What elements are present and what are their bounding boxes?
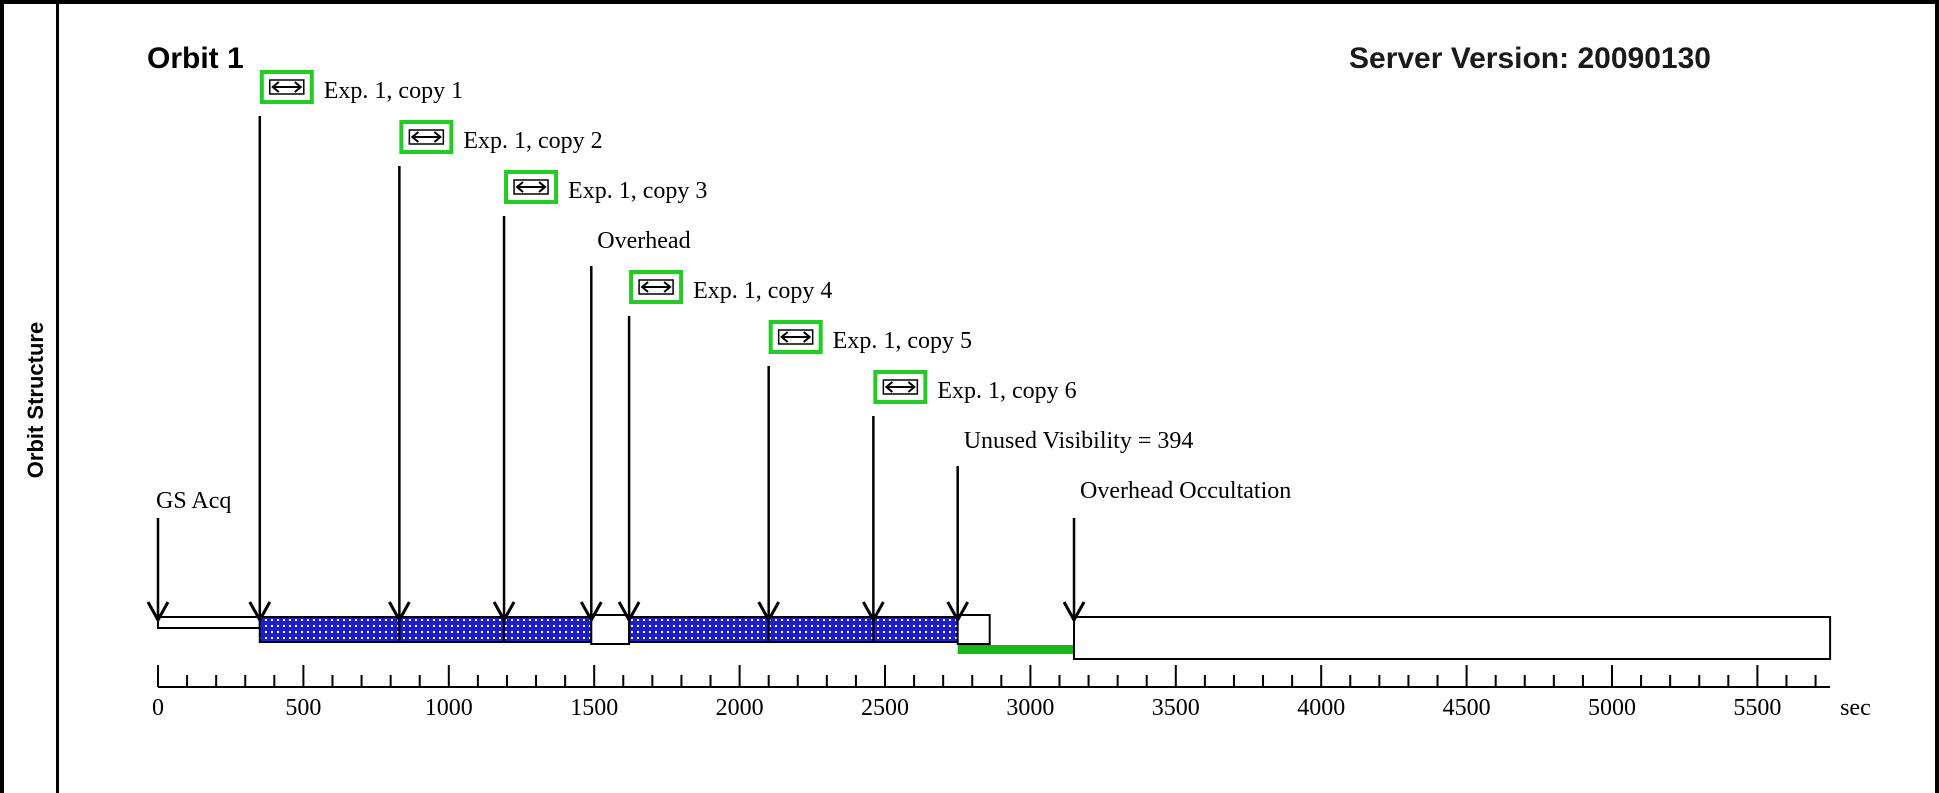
tick-label: 0 <box>152 695 164 721</box>
exposure-segment <box>504 617 591 642</box>
axis-unit-label: sec <box>1840 695 1871 721</box>
tick-label: 2500 <box>861 695 909 721</box>
exposure-segment <box>399 617 504 642</box>
event-label: GS Acq <box>156 488 231 514</box>
exposure-segment <box>769 617 874 642</box>
overhead-segment <box>958 615 990 644</box>
tick-label: 3000 <box>1006 695 1054 721</box>
tick-label: 5000 <box>1588 695 1636 721</box>
tick-label: 4500 <box>1443 695 1491 721</box>
event-label: Overhead <box>597 228 690 254</box>
time-axis: 0 500 1000 1500 2000 2500 3000 3500 4000 4500 5000… <box>152 665 1871 721</box>
occultation-segment <box>1074 617 1830 659</box>
event-label: Exp. 1, copy 3 <box>568 178 707 204</box>
event-label: Exp. 1, copy 6 <box>937 378 1076 404</box>
tick-label: 3500 <box>1152 695 1200 721</box>
overhead-segment <box>158 617 260 628</box>
tick-label: 500 <box>285 695 321 721</box>
unused-visibility-bar <box>958 645 1074 654</box>
tick-label: 1500 <box>570 695 618 721</box>
tick-label: 5500 <box>1733 695 1781 721</box>
event-label: Unused Visibility = 394 <box>964 428 1194 454</box>
event-label: Overhead Occultation <box>1080 478 1291 504</box>
exposure-icon <box>262 72 312 102</box>
tick-label: 2000 <box>716 695 764 721</box>
exposure-segment <box>629 617 769 642</box>
event-label: Exp. 1, copy 4 <box>693 278 832 304</box>
segment-layer <box>158 615 1830 659</box>
tick-label: 4000 <box>1297 695 1345 721</box>
overhead-segment <box>591 615 629 644</box>
exposure-icon <box>401 122 451 152</box>
event-label: Exp. 1, copy 2 <box>463 128 602 154</box>
tick-label: 1000 <box>425 695 473 721</box>
exposure-icon <box>875 372 925 402</box>
exposure-segment <box>260 617 400 642</box>
event-label: Exp. 1, copy 5 <box>833 328 972 354</box>
exposure-icon <box>506 172 556 202</box>
exposure-icon <box>631 272 681 302</box>
exposure-segment <box>873 617 957 642</box>
event-label: Exp. 1, copy 1 <box>324 78 463 104</box>
exposure-icon <box>771 322 821 352</box>
